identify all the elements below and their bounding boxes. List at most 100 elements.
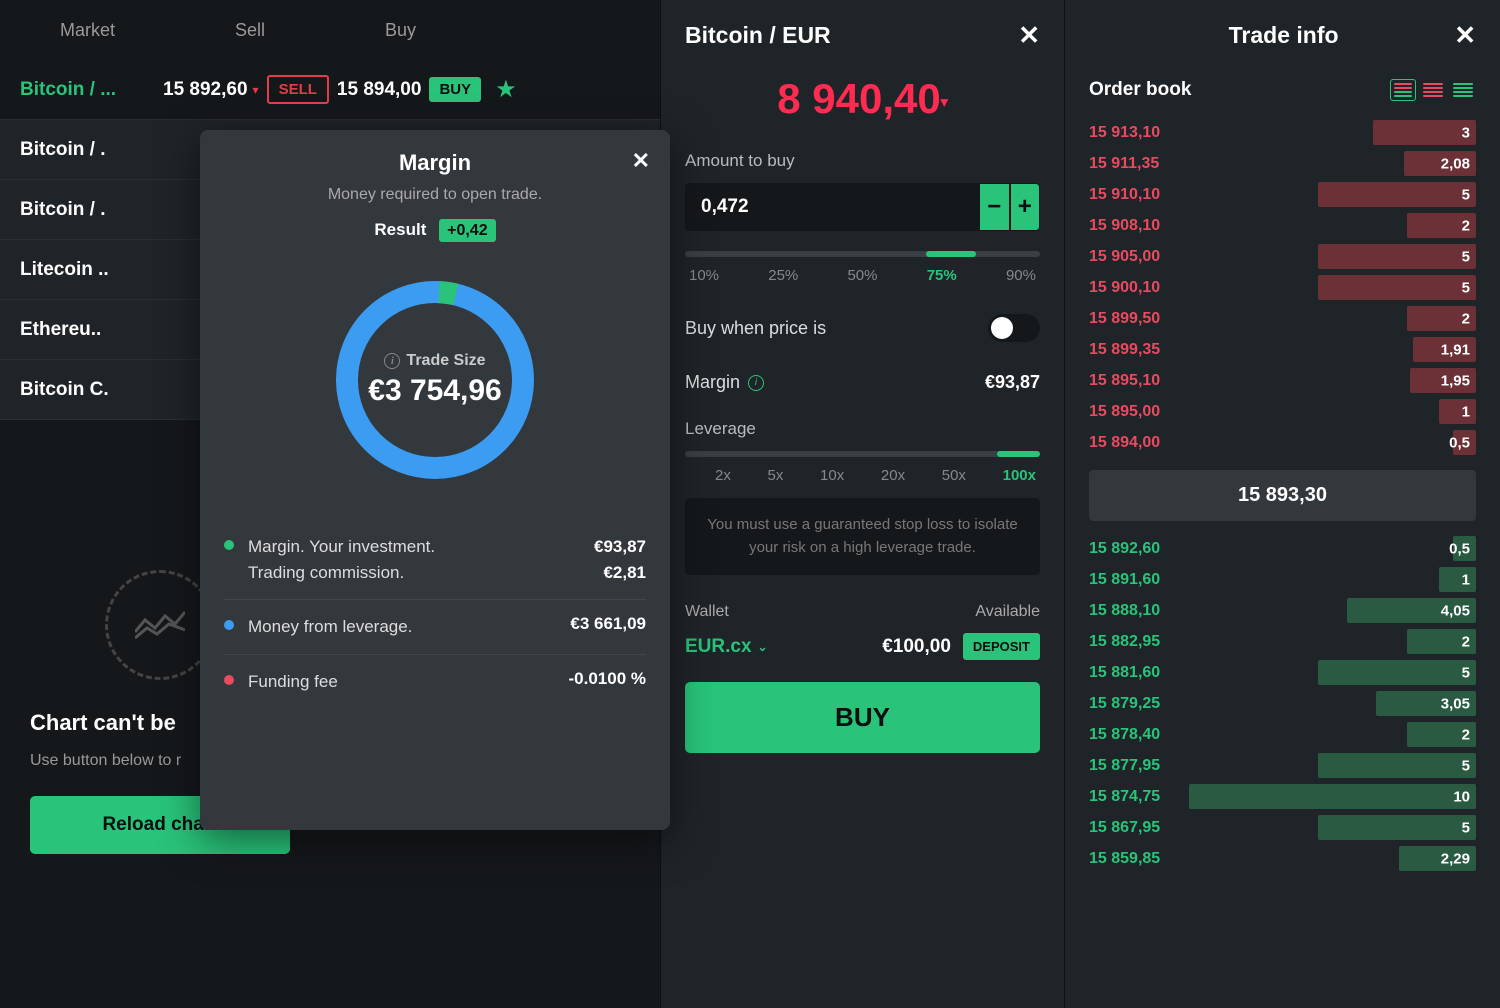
ob-bar: 3,05 bbox=[1189, 691, 1476, 716]
orderbook-row[interactable]: 15 878,402 bbox=[1089, 719, 1476, 750]
popup-title: Margin bbox=[224, 150, 646, 176]
percent-slider[interactable] bbox=[685, 251, 1040, 257]
ob-qty: 1 bbox=[1462, 403, 1470, 420]
donut-value: €3 754,96 bbox=[368, 374, 501, 408]
orderbook-row[interactable]: 15 874,7510 bbox=[1089, 781, 1476, 812]
lev-20x[interactable]: 20x bbox=[881, 467, 905, 484]
lev-2x[interactable]: 2x bbox=[715, 467, 731, 484]
ob-qty: 2,08 bbox=[1441, 155, 1470, 172]
ob-mode-both[interactable] bbox=[1390, 79, 1416, 101]
pct-10[interactable]: 10% bbox=[689, 267, 719, 284]
orderbook-row[interactable]: 15 894,000,5 bbox=[1089, 427, 1476, 458]
ob-bar: 0,5 bbox=[1189, 430, 1476, 455]
ob-bar: 1 bbox=[1189, 399, 1476, 424]
current-price: 8 940,40▾ bbox=[661, 75, 1064, 123]
pct-50[interactable]: 50% bbox=[847, 267, 877, 284]
chevron-down-icon: ⌄ bbox=[758, 640, 768, 654]
orderbook-row[interactable]: 15 905,005 bbox=[1089, 241, 1476, 272]
ob-price: 15 867,95 bbox=[1089, 819, 1189, 837]
ob-mode-bids[interactable] bbox=[1450, 79, 1476, 101]
ob-price: 15 891,60 bbox=[1089, 571, 1189, 589]
orderbook-row[interactable]: 15 913,103 bbox=[1089, 117, 1476, 148]
result-row: Result +0,42 bbox=[224, 220, 646, 240]
orderbook-row[interactable]: 15 895,001 bbox=[1089, 396, 1476, 427]
ob-price: 15 899,50 bbox=[1089, 310, 1189, 328]
buy-submit-button[interactable]: BUY bbox=[685, 682, 1040, 753]
ob-qty: 1 bbox=[1462, 571, 1470, 588]
orderbook-row[interactable]: 15 881,605 bbox=[1089, 657, 1476, 688]
increment-button[interactable]: + bbox=[1010, 183, 1041, 231]
ob-qty: 5 bbox=[1462, 279, 1470, 296]
pair-title: Bitcoin / EUR bbox=[685, 22, 831, 49]
ob-price: 15 878,40 bbox=[1089, 726, 1189, 744]
ob-qty: 5 bbox=[1462, 757, 1470, 774]
tab-sell[interactable]: Sell bbox=[235, 20, 265, 41]
leverage-slider[interactable] bbox=[685, 451, 1040, 457]
orderbook-row[interactable]: 15 877,95 5 bbox=[1089, 750, 1476, 781]
orderbook-row[interactable]: 15 895,101,95 bbox=[1089, 365, 1476, 396]
ob-mode-asks[interactable] bbox=[1420, 79, 1446, 101]
amount-input[interactable] bbox=[685, 183, 979, 231]
wallet-currency-select[interactable]: EUR.cx⌄ bbox=[685, 636, 768, 658]
leverage-warning: You must use a guaranteed stop loss to i… bbox=[685, 498, 1040, 575]
buy-button[interactable]: BUY bbox=[429, 77, 481, 102]
orderbook-row[interactable]: 15 859,852,29 bbox=[1089, 843, 1476, 874]
tab-market[interactable]: Market bbox=[60, 20, 115, 41]
ticker-name: Bitcoin / . bbox=[20, 199, 155, 221]
ob-price: 15 900,10 bbox=[1089, 279, 1189, 297]
star-icon[interactable]: ★ bbox=[495, 75, 517, 104]
orderbook-asks: 15 913,10315 911,352,0815 910,10515 908,… bbox=[1065, 117, 1500, 458]
ob-bar: 5 bbox=[1189, 815, 1476, 840]
pct-90[interactable]: 90% bbox=[1006, 267, 1036, 284]
ob-bar: 5 bbox=[1189, 244, 1476, 269]
pct-25[interactable]: 25% bbox=[768, 267, 798, 284]
orderbook-row[interactable]: 15 867,95 5 bbox=[1089, 812, 1476, 843]
close-icon[interactable]: ✕ bbox=[632, 148, 650, 174]
legend-label: Funding fee bbox=[248, 669, 559, 695]
trade-info-panel: Trade info ✕ Order book 15 913,10315 911… bbox=[1065, 0, 1500, 1008]
orderbook-row[interactable]: 15 908,102 bbox=[1089, 210, 1476, 241]
orderbook-row[interactable]: 15 899,502 bbox=[1089, 303, 1476, 334]
close-icon[interactable]: ✕ bbox=[1018, 20, 1040, 51]
lev-100x[interactable]: 100x bbox=[1003, 467, 1036, 484]
tab-buy[interactable]: Buy bbox=[385, 20, 416, 41]
buy-panel-header: Bitcoin / EUR ✕ bbox=[661, 0, 1064, 71]
lev-10x[interactable]: 10x bbox=[820, 467, 844, 484]
ob-qty: 2 bbox=[1462, 633, 1470, 650]
orderbook-row[interactable]: 15 882,95 2 bbox=[1089, 626, 1476, 657]
ob-price: 15 879,25 bbox=[1089, 695, 1189, 713]
lev-5x[interactable]: 5x bbox=[768, 467, 784, 484]
ob-qty: 5 bbox=[1462, 186, 1470, 203]
orderbook-row[interactable]: 15 899,351,91 bbox=[1089, 334, 1476, 365]
ob-qty: 0,5 bbox=[1449, 540, 1470, 557]
orderbook-row[interactable]: 15 879,253,05 bbox=[1089, 688, 1476, 719]
ticker-row[interactable]: Bitcoin / ... 15 892,60 ▾ SELL 15 894,00… bbox=[0, 60, 660, 120]
close-icon[interactable]: ✕ bbox=[1454, 20, 1476, 51]
info-icon[interactable]: i bbox=[748, 375, 764, 391]
orderbook-row[interactable]: 15 891,60 1 bbox=[1089, 564, 1476, 595]
deposit-button[interactable]: DEPOSIT bbox=[963, 633, 1040, 660]
ob-bar: 2,08 bbox=[1189, 151, 1476, 176]
orderbook-row[interactable]: 15 892,60 0,5 bbox=[1089, 533, 1476, 564]
orderbook-row[interactable]: 15 910,105 bbox=[1089, 179, 1476, 210]
lev-50x[interactable]: 50x bbox=[942, 467, 966, 484]
ob-price: 15 892,60 bbox=[1089, 540, 1189, 558]
legend-value: €2,81 bbox=[603, 560, 646, 586]
ob-price: 15 882,95 bbox=[1089, 633, 1189, 651]
wallet-label: Wallet bbox=[685, 603, 729, 621]
orderbook-row[interactable]: 15 888,104,05 bbox=[1089, 595, 1476, 626]
pct-75[interactable]: 75% bbox=[927, 267, 957, 284]
ob-price: 15 881,60 bbox=[1089, 664, 1189, 682]
legend-funding: Funding fee -0.0100 % bbox=[224, 655, 646, 709]
ob-qty: 5 bbox=[1462, 819, 1470, 836]
orderbook-bids: 15 892,600,515 891,60115 888,104,0515 88… bbox=[1065, 533, 1500, 874]
sell-button[interactable]: SELL bbox=[267, 75, 329, 104]
ob-price: 15 894,00 bbox=[1089, 434, 1189, 452]
buy-when-toggle[interactable] bbox=[988, 314, 1040, 342]
orderbook-row[interactable]: 15 911,352,08 bbox=[1089, 148, 1476, 179]
leverage-label: Leverage bbox=[685, 419, 1040, 439]
ob-qty: 4,05 bbox=[1441, 602, 1470, 619]
decrement-button[interactable]: − bbox=[979, 183, 1010, 231]
orderbook-row[interactable]: 15 900,10 5 bbox=[1089, 272, 1476, 303]
ob-price: 15 877,95 bbox=[1089, 757, 1189, 775]
